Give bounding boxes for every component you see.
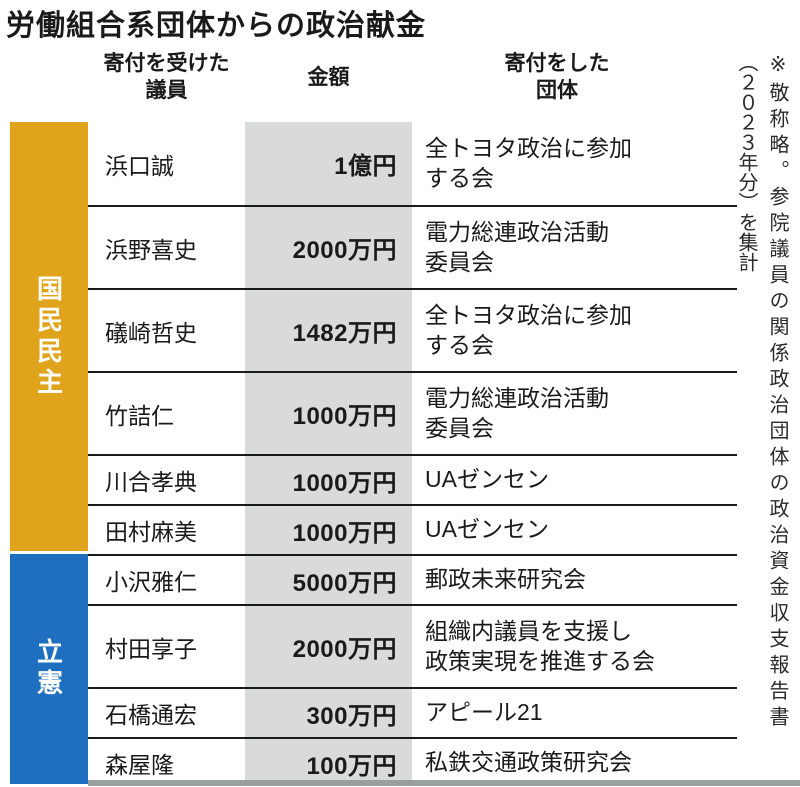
column-header-amount: 金額 [307,66,350,89]
amount-value: 300万円 [306,702,397,730]
donor-name: UAゼンセン [425,516,549,543]
member-name: 川合孝典 [105,469,197,495]
table-row: 礒崎哲史 1482万円 全トヨタ政治に参加 する会 [88,288,737,371]
donor-name: アピール21 [425,699,543,726]
table-row: 川合孝典 1000万円 UAゼンセン [88,454,737,504]
donor-name: 電力総連政治活動 委員会 [425,219,609,275]
source-note-line2: （２０２３年分）を集計 [735,52,757,272]
bottom-cutoff-strip [88,780,800,786]
table-row: 田村麻美 1000万円 UAゼンセン [88,504,737,554]
amount-value: 5000万円 [292,569,397,597]
party-band-kokumin: 国民民主 [10,122,88,551]
column-header-donor: 寄付をした 団体 [504,52,610,103]
table-row: 竹詰仁 1000万円 電力総連政治活動 委員会 [88,371,737,454]
amount-value: 1000万円 [292,403,397,430]
source-note: ※敬称略。参院議員の関係政治団体の政治資金収支報告書 （２０２３年分）を集計 [730,52,792,774]
member-name: 村田享子 [105,635,197,662]
party-label-kokumin: 国民民主 [33,274,64,399]
member-name: 石橋通宏 [105,702,197,728]
member-name: 小沢雅仁 [105,569,197,595]
donor-name: UAゼンセン [425,466,549,493]
donor-name: 私鉄交通政策研究会 [425,749,632,776]
donor-name: 電力総連政治活動 委員会 [425,385,609,441]
table-row: 浜口誠 1億円 全トヨタ政治に参加 する会 [88,122,737,205]
page-title: 労働組合系団体からの政治献金 [6,10,427,42]
party-label-rikken: 立憲 [33,638,64,700]
donor-name: 全トヨタ政治に参加 する会 [425,302,632,358]
member-name: 竹詰仁 [105,402,174,429]
table-row: 石橋通宏 300万円 アピール21 [88,687,737,737]
member-name: 浜口誠 [105,152,174,179]
member-name: 浜野喜史 [105,236,197,263]
donor-name: 郵政未来研究会 [425,566,586,593]
amount-value: 1000万円 [292,519,397,547]
member-name: 礒崎哲史 [105,319,197,346]
amount-value: 100万円 [306,752,397,780]
table-row: 小沢雅仁 5000万円 郵政未来研究会 [88,554,737,604]
column-header-recipient: 寄付を受けた 議員 [103,52,230,103]
table-row: 森屋隆 100万円 私鉄交通政策研究会 [88,737,737,787]
party-band-rikken: 立憲 [10,554,88,784]
amount-value: 1億円 [334,153,397,180]
table-row: 村田享子 2000万円 組織内議員を支援し 政策実現を推進する会 [88,604,737,687]
amount-value: 2000万円 [292,636,397,663]
donor-name: 組織内議員を支援し 政策実現を推進する会 [425,618,655,674]
amount-value: 1482万円 [292,320,397,347]
amount-value: 2000万円 [292,237,397,264]
member-name: 田村麻美 [105,519,197,545]
source-note-line1: ※敬称略。参院議員の関係政治団体の政治資金収支報告書 [766,52,788,732]
donor-name: 全トヨタ政治に参加 する会 [425,135,632,191]
amount-value: 1000万円 [292,469,397,497]
table-rows: 浜口誠 1億円 全トヨタ政治に参加 する会 浜野喜史 2000万円 電力総連政治… [88,122,737,787]
table-row: 浜野喜史 2000万円 電力総連政治活動 委員会 [88,205,737,288]
member-name: 森屋隆 [105,752,174,778]
